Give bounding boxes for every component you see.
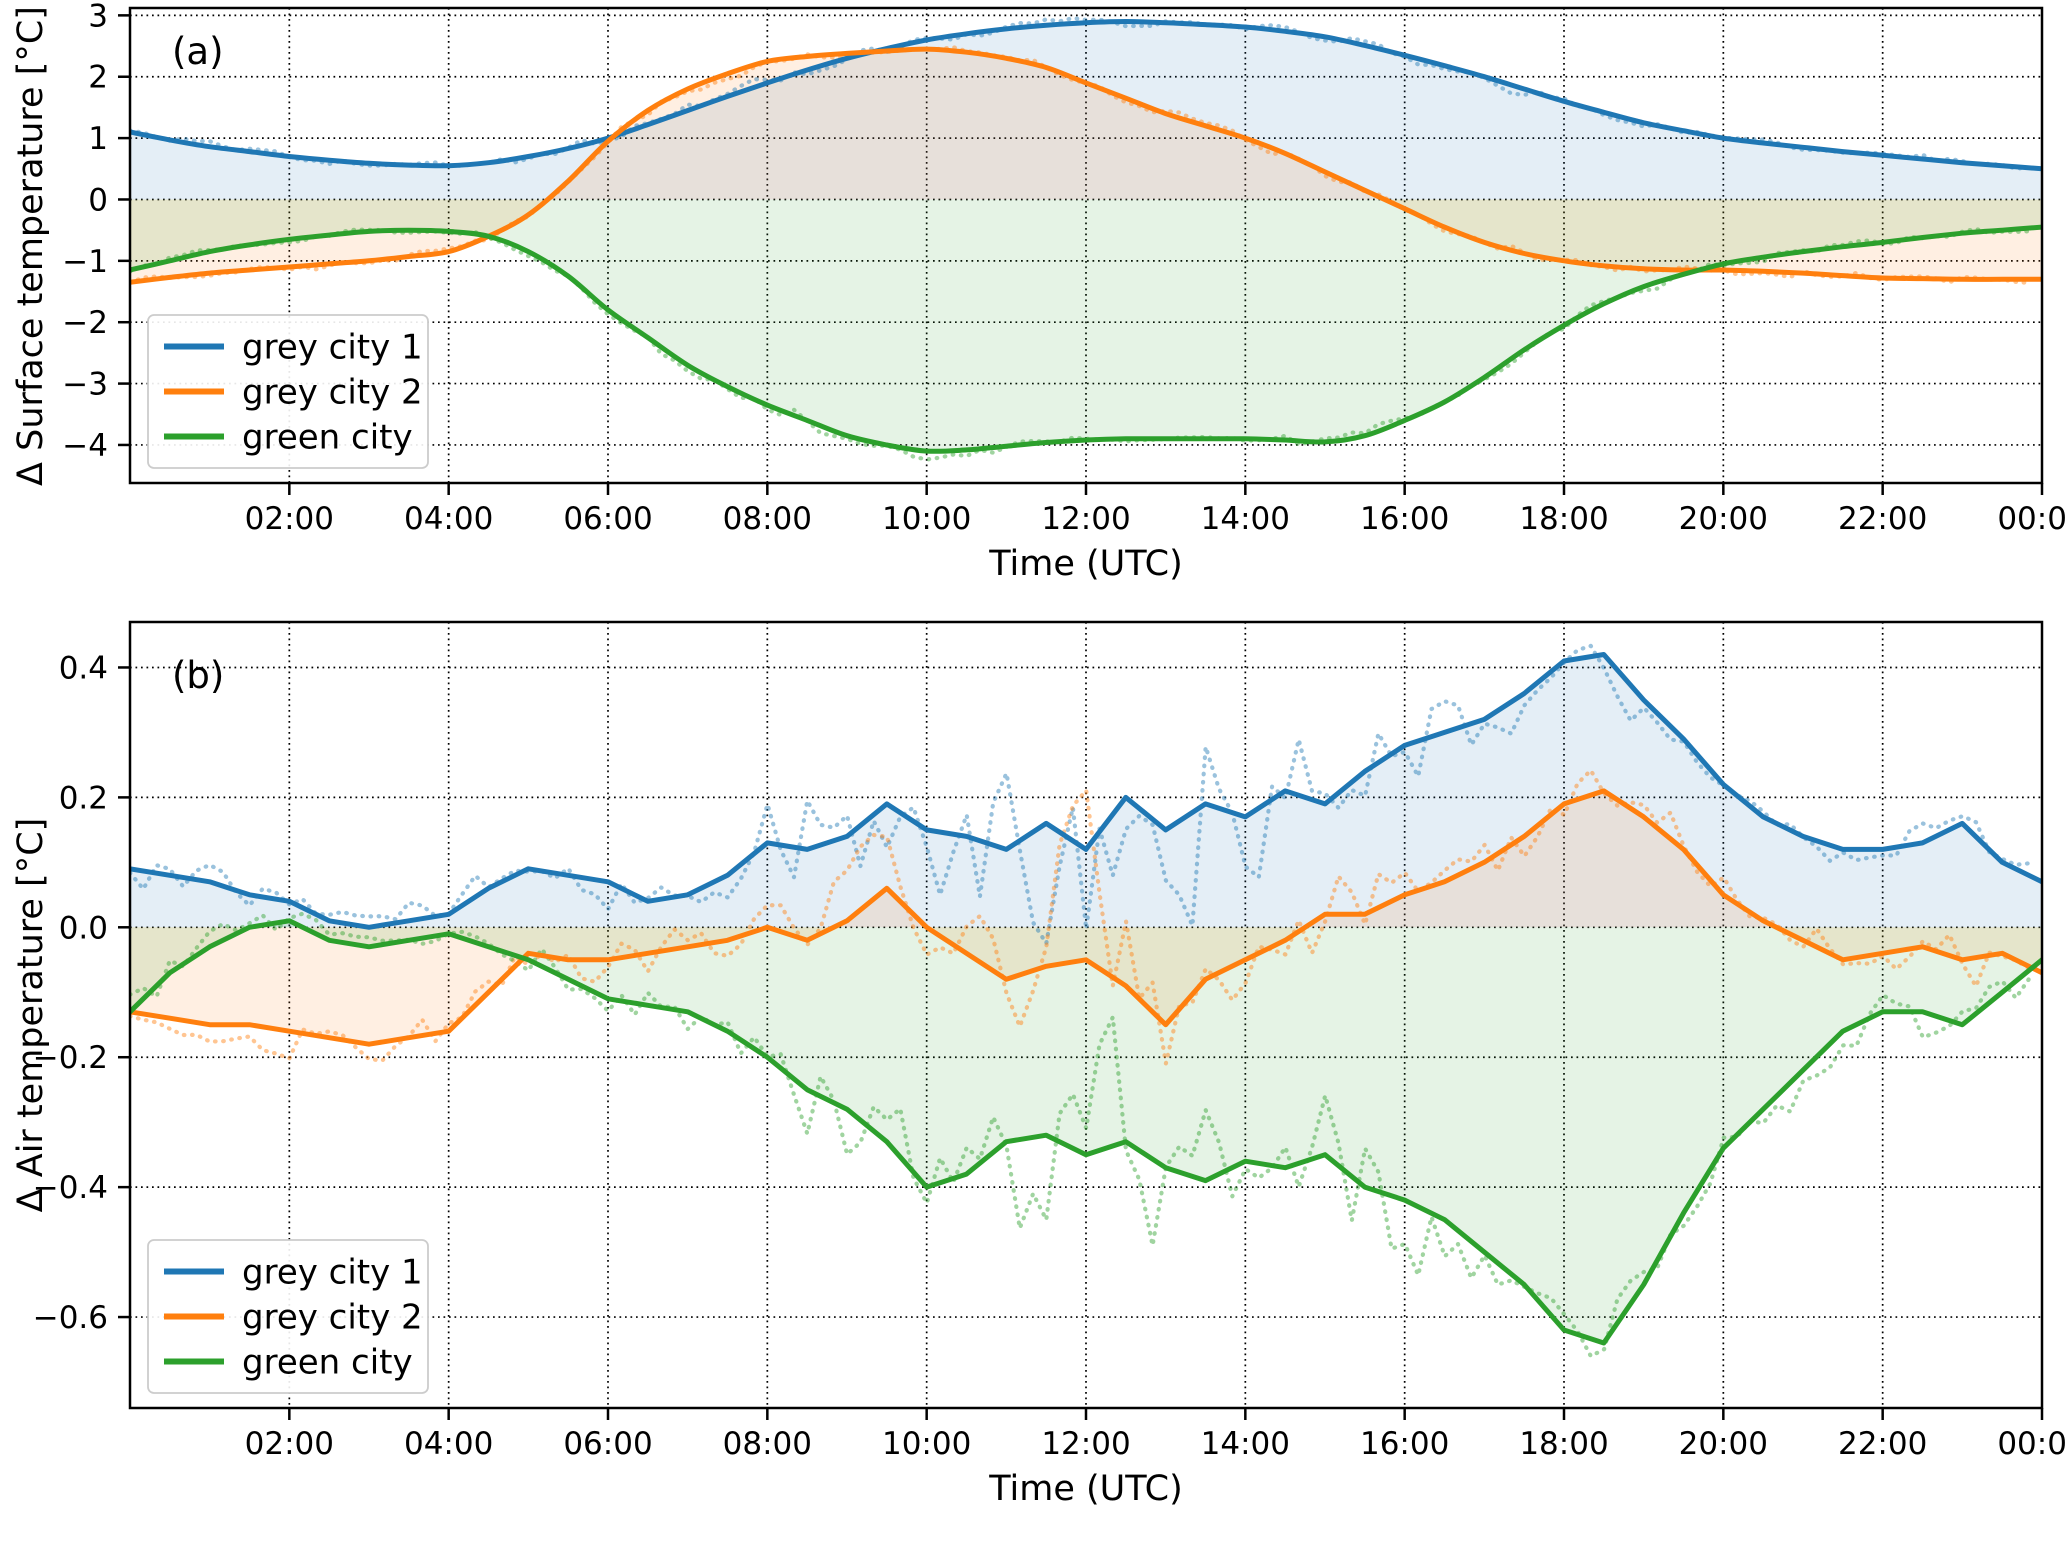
x-tick-label: 08:00 — [723, 1426, 812, 1462]
y-axis-label: Δ Air temperature [°C] — [11, 818, 51, 1213]
y-tick-label: −1 — [62, 244, 108, 280]
legend-box — [147, 1239, 429, 1394]
legend-label-grey-city-1: grey city 1 — [242, 328, 423, 368]
x-tick-label: 10:00 — [882, 1426, 971, 1462]
panel-a: 02:00 04:00 06:00 08:00 10:00 12:00 14:00 16:00… — [11, 0, 2067, 584]
y-tick-label: −0.4 — [33, 1170, 108, 1206]
y-tick-label: −2 — [62, 305, 108, 341]
mean-line-grey-city-1 — [130, 652, 2042, 930]
tick-marks — [118, 666, 2044, 1420]
x-tick-label: 14:00 — [1201, 1426, 1290, 1462]
panel-b: 02:00 04:00 06:00 08:00 10:00 12:00 14:00 16:00… — [11, 620, 2067, 1509]
panel-label: (b) — [172, 654, 224, 697]
y-tick-label: −0.2 — [33, 1040, 108, 1076]
y-tick-label: 2 — [88, 60, 108, 96]
y-tick-label: −4 — [62, 428, 108, 464]
x-tick-label: 06:00 — [563, 501, 652, 537]
x-tick-label: 04:00 — [404, 1426, 493, 1462]
y-tick-label: 0 — [88, 182, 108, 218]
legend: grey city 1 grey city 2 green city — [147, 1239, 429, 1394]
x-tick-label: 14:00 — [1201, 501, 1290, 537]
legend: grey city 1 grey city 2 green city — [147, 314, 429, 469]
x-tick-label: 22:00 — [1838, 1426, 1927, 1462]
x-tick-label: 02:00 — [245, 1426, 334, 1462]
y-tick-label: −3 — [62, 367, 108, 403]
x-tick-label: 12:00 — [1041, 501, 1130, 537]
x-tick-label: 20:00 — [1679, 1426, 1768, 1462]
y-tick-label: 0.4 — [59, 650, 108, 686]
y-tick-label: 0.0 — [59, 910, 108, 946]
legend-label-green-city: green city — [242, 1343, 413, 1383]
y-axis-label: Δ Surface temperature [°C] — [11, 6, 51, 486]
x-tick-label: 00:00 — [1997, 501, 2067, 537]
mean-line-grey-city-2 — [130, 46, 2042, 285]
legend-label-grey-city-2: grey city 2 — [242, 373, 423, 413]
x-tick-label: 16:00 — [1360, 501, 1449, 537]
panel-label: (a) — [172, 30, 224, 73]
plot-data-area — [130, 16, 2042, 462]
fill-green-city — [130, 920, 2042, 1343]
mean-line-grey-city-1 — [130, 19, 2042, 172]
plot-data-area — [130, 643, 2042, 1359]
fill-grey-city-2 — [130, 790, 2042, 1045]
legend-label-grey-city-1: grey city 1 — [242, 1253, 423, 1293]
x-tick-label: 18:00 — [1519, 501, 1608, 537]
fill-grey-city-1 — [130, 21, 2042, 200]
x-axis-label: Time (UTC) — [988, 544, 1182, 584]
legend-label-green-city: green city — [242, 418, 413, 458]
x-tick-label: 16:00 — [1360, 1426, 1449, 1462]
x-tick-label: 22:00 — [1838, 501, 1927, 537]
mean-line-grey-city-2 — [130, 788, 2042, 1047]
x-tick-label: 04:00 — [404, 501, 493, 537]
x-tick-label: 10:00 — [882, 501, 971, 537]
x-tick-label: 08:00 — [723, 501, 812, 537]
legend-label-grey-city-2: grey city 2 — [242, 1298, 423, 1338]
x-tick-label: 18:00 — [1519, 1426, 1608, 1462]
fill-grey-city-2 — [130, 49, 2042, 283]
mean-line-green-city — [130, 918, 2042, 1346]
mean-line-green-city — [130, 224, 2042, 454]
y-tick-label: 3 — [88, 0, 108, 34]
x-tick-label: 06:00 — [563, 1426, 652, 1462]
tick-marks — [118, 14, 2044, 495]
x-tick-label: 12:00 — [1041, 1426, 1130, 1462]
y-tick-label: 1 — [88, 121, 108, 157]
x-tick-label: 00:00 — [1997, 1426, 2067, 1462]
y-tick-label: 0.2 — [59, 780, 108, 816]
y-tick-label: −0.6 — [33, 1300, 108, 1336]
x-axis-label: Time (UTC) — [988, 1469, 1182, 1509]
legend-box — [147, 314, 429, 469]
fill-grey-city-1 — [130, 654, 2042, 928]
x-tick-label: 20:00 — [1679, 501, 1768, 537]
x-tick-label: 02:00 — [245, 501, 334, 537]
